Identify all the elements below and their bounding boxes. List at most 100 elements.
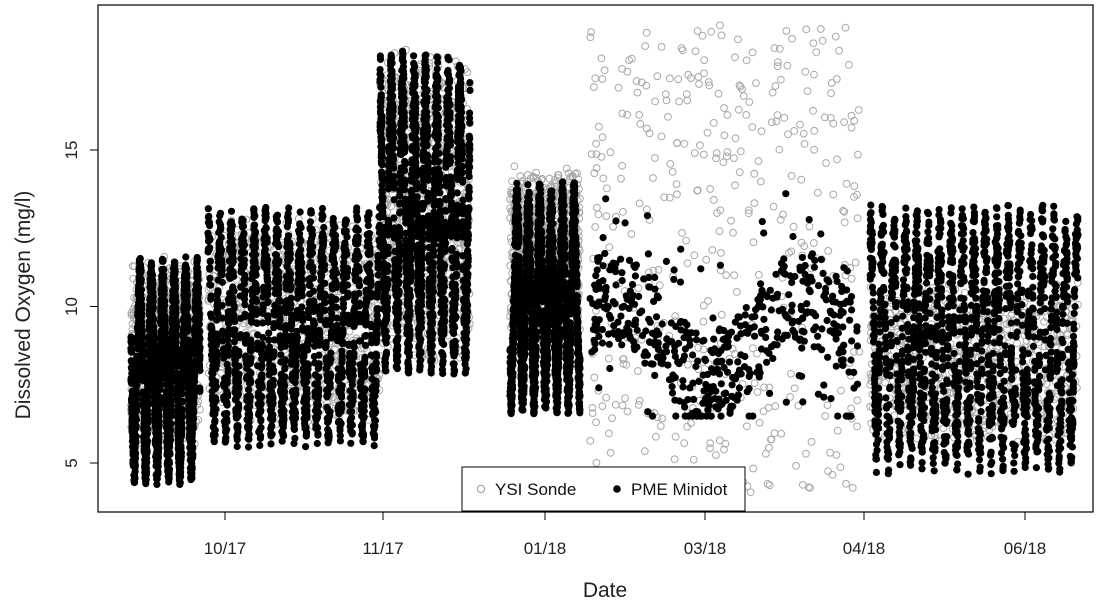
ysi-sonde-point bbox=[717, 249, 725, 257]
ysi-sonde-point bbox=[826, 448, 834, 457]
ysi-sonde-point bbox=[642, 81, 651, 90]
ysi-sonde-point bbox=[853, 214, 862, 223]
ysi-sonde-point bbox=[1013, 339, 1021, 348]
ysi-sonde-point bbox=[687, 419, 695, 428]
ysi-sonde-point bbox=[759, 407, 768, 416]
ysi-sonde-point bbox=[717, 31, 726, 40]
ysi-sonde-point bbox=[745, 98, 754, 106]
ysi-sonde-point bbox=[787, 172, 796, 180]
ysi-sonde-point bbox=[622, 360, 631, 369]
ysi-sonde-point bbox=[790, 384, 799, 393]
ysi-sonde-point bbox=[796, 120, 804, 129]
ysi-sonde-point bbox=[606, 148, 615, 157]
ysi-sonde-point bbox=[689, 455, 698, 464]
ysi-sonde-point bbox=[809, 39, 818, 48]
ysi-sonde-point bbox=[712, 149, 721, 158]
ysi-sonde-point bbox=[813, 188, 822, 197]
ysi-sonde-point bbox=[847, 274, 856, 283]
ysi-sonde-point bbox=[773, 111, 782, 119]
ysi-sonde-point bbox=[828, 470, 837, 479]
ysi-sonde-point bbox=[723, 111, 732, 119]
ysi-sonde-point bbox=[690, 149, 699, 157]
ysi-sonde-point bbox=[699, 345, 708, 354]
ysi-sonde-point bbox=[822, 159, 830, 167]
ysi-sonde-point bbox=[671, 432, 680, 441]
ysi-sonde-point bbox=[731, 181, 739, 190]
ysi-sonde-point bbox=[727, 216, 735, 225]
ysi-sonde-point bbox=[635, 111, 644, 119]
ysi-sonde-point bbox=[790, 126, 798, 135]
ysi-sonde-point bbox=[745, 206, 753, 215]
ysi-sonde-point bbox=[683, 96, 692, 105]
ysi-sonde-point bbox=[664, 112, 672, 121]
ysi-sonde-point bbox=[706, 185, 714, 193]
ysi-sonde-point bbox=[837, 386, 845, 395]
ysi-sonde-point bbox=[510, 162, 519, 171]
ysi-sonde-point bbox=[775, 145, 784, 154]
ysi-sonde-point bbox=[693, 27, 702, 35]
ysi-sonde-point bbox=[723, 148, 732, 157]
ysi-sonde-point bbox=[665, 193, 674, 202]
ysi-sonde-point bbox=[618, 161, 626, 170]
ysi-sonde-point bbox=[571, 170, 579, 178]
ysi-sonde-point bbox=[742, 111, 751, 119]
ysi-sonde-point bbox=[691, 47, 700, 56]
ysi-sonde-point bbox=[598, 75, 607, 83]
ysi-sonde-point bbox=[792, 462, 800, 470]
ysi-sonde-point bbox=[827, 79, 836, 87]
ysi-sonde-point bbox=[801, 67, 810, 76]
ysi-sonde-point bbox=[602, 393, 610, 402]
ysi-sonde-point bbox=[776, 75, 785, 84]
ysi-sonde-point bbox=[722, 271, 730, 280]
ysi-sonde-point bbox=[617, 174, 625, 183]
ysi-sonde-point bbox=[655, 281, 664, 290]
ysi-sonde-point bbox=[619, 207, 627, 216]
ysi-sonde-point bbox=[833, 155, 841, 164]
ysi-sonde-point bbox=[619, 355, 627, 364]
ysi-sonde-point bbox=[851, 258, 860, 267]
ysi-sonde-point bbox=[756, 177, 765, 186]
ysi-sonde-point bbox=[784, 130, 792, 139]
ysi-sonde-point bbox=[654, 265, 663, 274]
ysi-sonde-point bbox=[657, 43, 666, 51]
ysi-sonde-point bbox=[703, 128, 712, 137]
ysi-sonde-point bbox=[715, 227, 724, 236]
ysi-sonde-point bbox=[746, 488, 755, 497]
ysi-sonde-point bbox=[715, 436, 724, 445]
pme-minidot-point bbox=[127, 333, 135, 341]
ysi-sonde-point bbox=[587, 28, 595, 36]
ysi-sonde-point bbox=[797, 238, 806, 247]
ysi-sonde-point bbox=[550, 176, 559, 184]
ysi-sonde-point bbox=[694, 343, 703, 352]
ysi-sonde-point bbox=[816, 25, 825, 33]
ysi-sonde-point bbox=[842, 479, 850, 488]
ysi-sonde-point bbox=[840, 218, 849, 227]
ysi-sonde-point bbox=[768, 88, 777, 97]
ysi-sonde-point bbox=[750, 169, 759, 178]
ysi-sonde-point bbox=[806, 484, 814, 492]
ysi-sonde-point bbox=[812, 48, 821, 57]
ysi-sonde-point bbox=[794, 401, 803, 410]
ysi-sonde-point bbox=[640, 447, 649, 456]
ysi-sonde-point bbox=[554, 171, 563, 179]
ysi-sonde-point bbox=[633, 88, 642, 97]
ysi-sonde-point bbox=[839, 206, 847, 215]
ysi-sonde-point bbox=[826, 114, 835, 122]
ysi-sonde-point bbox=[588, 404, 597, 412]
ysi-sonde-point bbox=[754, 270, 763, 279]
ysi-sonde-point bbox=[695, 80, 703, 88]
ysi-sonde-point bbox=[832, 75, 841, 83]
ysi-sonde-point bbox=[693, 186, 702, 195]
ysi-sonde-point bbox=[824, 467, 832, 476]
ysi-sonde-point bbox=[675, 97, 683, 106]
ysi-sonde-point bbox=[696, 141, 704, 150]
ysi-sonde-point bbox=[699, 317, 708, 326]
ysi-sonde-point bbox=[618, 65, 626, 73]
ysi-sonde-point bbox=[730, 271, 739, 280]
ysi-sonde-point bbox=[783, 61, 792, 70]
ysi-sonde-point bbox=[807, 438, 816, 446]
ysi-sonde-point bbox=[850, 193, 858, 201]
ysi-sonde-point bbox=[712, 451, 720, 460]
ysi-sonde-point bbox=[738, 85, 746, 93]
